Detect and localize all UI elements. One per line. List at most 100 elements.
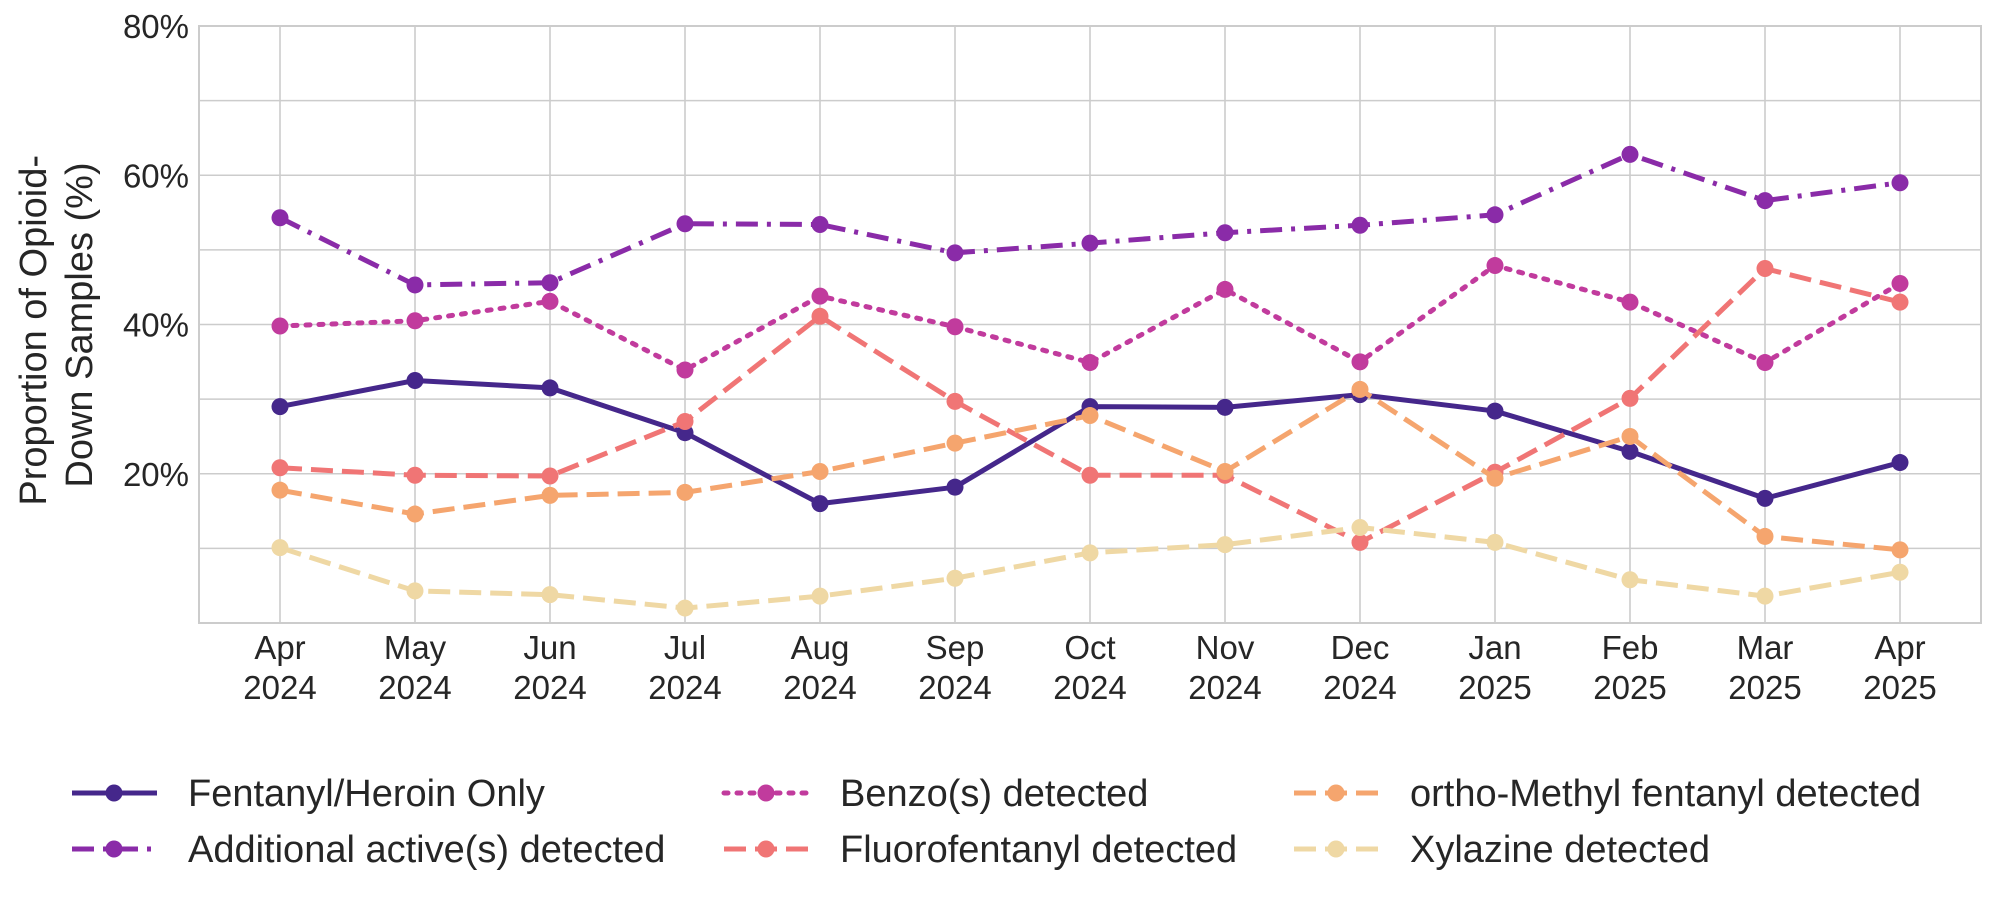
x-tick-year: 2024 [783,669,856,706]
data-point [676,361,694,379]
data-point [676,215,694,233]
x-tick-year: 2025 [1863,669,1936,706]
data-point [1756,527,1774,545]
legend-swatch-marker [1327,784,1345,802]
x-tick-month: Sep [926,629,985,666]
x-tick-year: 2024 [1323,669,1396,706]
data-point [271,539,289,557]
x-tick-year: 2024 [243,669,316,706]
data-point [811,216,829,234]
data-point [946,478,964,496]
x-tick-label: Nov 2024 [1188,629,1261,706]
data-point [811,307,829,325]
x-tick-month: Oct [1064,629,1115,666]
x-tick-month: Feb [1602,629,1659,666]
data-point [1891,274,1909,292]
data-point [676,413,694,431]
y-tick-label: 60% [123,157,189,194]
legend-item: Xylazine detected [1294,829,1710,871]
x-tick-year: 2025 [1593,669,1666,706]
data-point [271,481,289,499]
legend: Fentanyl/Heroin Only Additional active(s)… [72,773,1921,871]
data-point [406,276,424,294]
data-point [811,495,829,513]
y-tick-label: 20% [123,456,189,493]
data-point [1621,389,1639,407]
x-tick-month: Aug [791,629,850,666]
data-point [1621,442,1639,460]
data-point [946,318,964,336]
x-tick-year: 2025 [1728,669,1801,706]
legend-label: Benzo(s) detected [840,773,1148,815]
data-point [271,317,289,335]
data-point [1756,489,1774,507]
legend-label: Additional active(s) detected [188,829,665,871]
data-point [1621,571,1639,589]
x-tick-year: 2024 [648,669,721,706]
data-point [1216,463,1234,481]
data-point [1486,469,1504,487]
x-tick-label: Apr 2025 [1863,629,1936,706]
x-tick-month: Jun [523,629,576,666]
data-point [1081,234,1099,252]
legend-item: ortho-Methyl fentanyl detected [1294,773,1921,815]
legend-label: Fentanyl/Heroin Only [188,773,545,815]
legend-swatch-marker [757,784,775,802]
data-point [676,599,694,617]
data-point [1621,145,1639,163]
data-point [406,312,424,330]
series-6 [271,518,1909,617]
data-point [271,459,289,477]
x-tick-year: 2024 [1053,669,1126,706]
x-tick-month: Apr [1874,629,1925,666]
grid [199,25,1981,624]
legend-item: Fluorofentanyl detected [724,829,1237,871]
data-point [946,569,964,587]
data-point [1081,544,1099,562]
data-point [271,398,289,416]
data-point [406,505,424,523]
y-tick-label: 80% [123,8,189,45]
data-point [406,582,424,600]
data-point [1486,206,1504,224]
data-point [1216,224,1234,242]
legend-swatch-marker [105,784,123,802]
data-point [1351,533,1369,551]
legend-swatch-marker [757,840,775,858]
data-point [1891,563,1909,581]
data-point [541,379,559,397]
x-tick-label: Aug 2024 [783,629,856,706]
x-tick-month: May [384,629,447,666]
data-point [1621,427,1639,445]
series-5 [271,380,1909,559]
x-tick-label: Oct 2024 [1053,629,1126,706]
data-point [1891,174,1909,192]
x-tick-month: Jul [664,629,706,666]
y-tick-label: 40% [123,307,189,344]
data-point [1216,536,1234,554]
data-point [811,463,829,481]
series-4 [271,260,1909,551]
x-tick-year: 2024 [378,669,451,706]
data-point [1486,257,1504,275]
legend-label: Xylazine detected [1410,829,1710,871]
x-tick-label: Mar 2025 [1728,629,1801,706]
data-point [406,371,424,389]
data-point [1891,541,1909,559]
data-point [676,483,694,501]
data-point [541,486,559,504]
data-point [946,434,964,452]
data-point [541,467,559,485]
data-point [541,292,559,310]
legend-item: Benzo(s) detected [721,773,1148,815]
x-tick-month: Nov [1196,629,1255,666]
x-tick-month: Apr [254,629,305,666]
data-point [811,587,829,605]
data-point [1351,518,1369,536]
legend-label: Fluorofentanyl detected [840,829,1237,871]
data-point [1756,192,1774,210]
data-point [1756,587,1774,605]
data-point [271,209,289,227]
legend-item: Fentanyl/Heroin Only [72,773,545,815]
